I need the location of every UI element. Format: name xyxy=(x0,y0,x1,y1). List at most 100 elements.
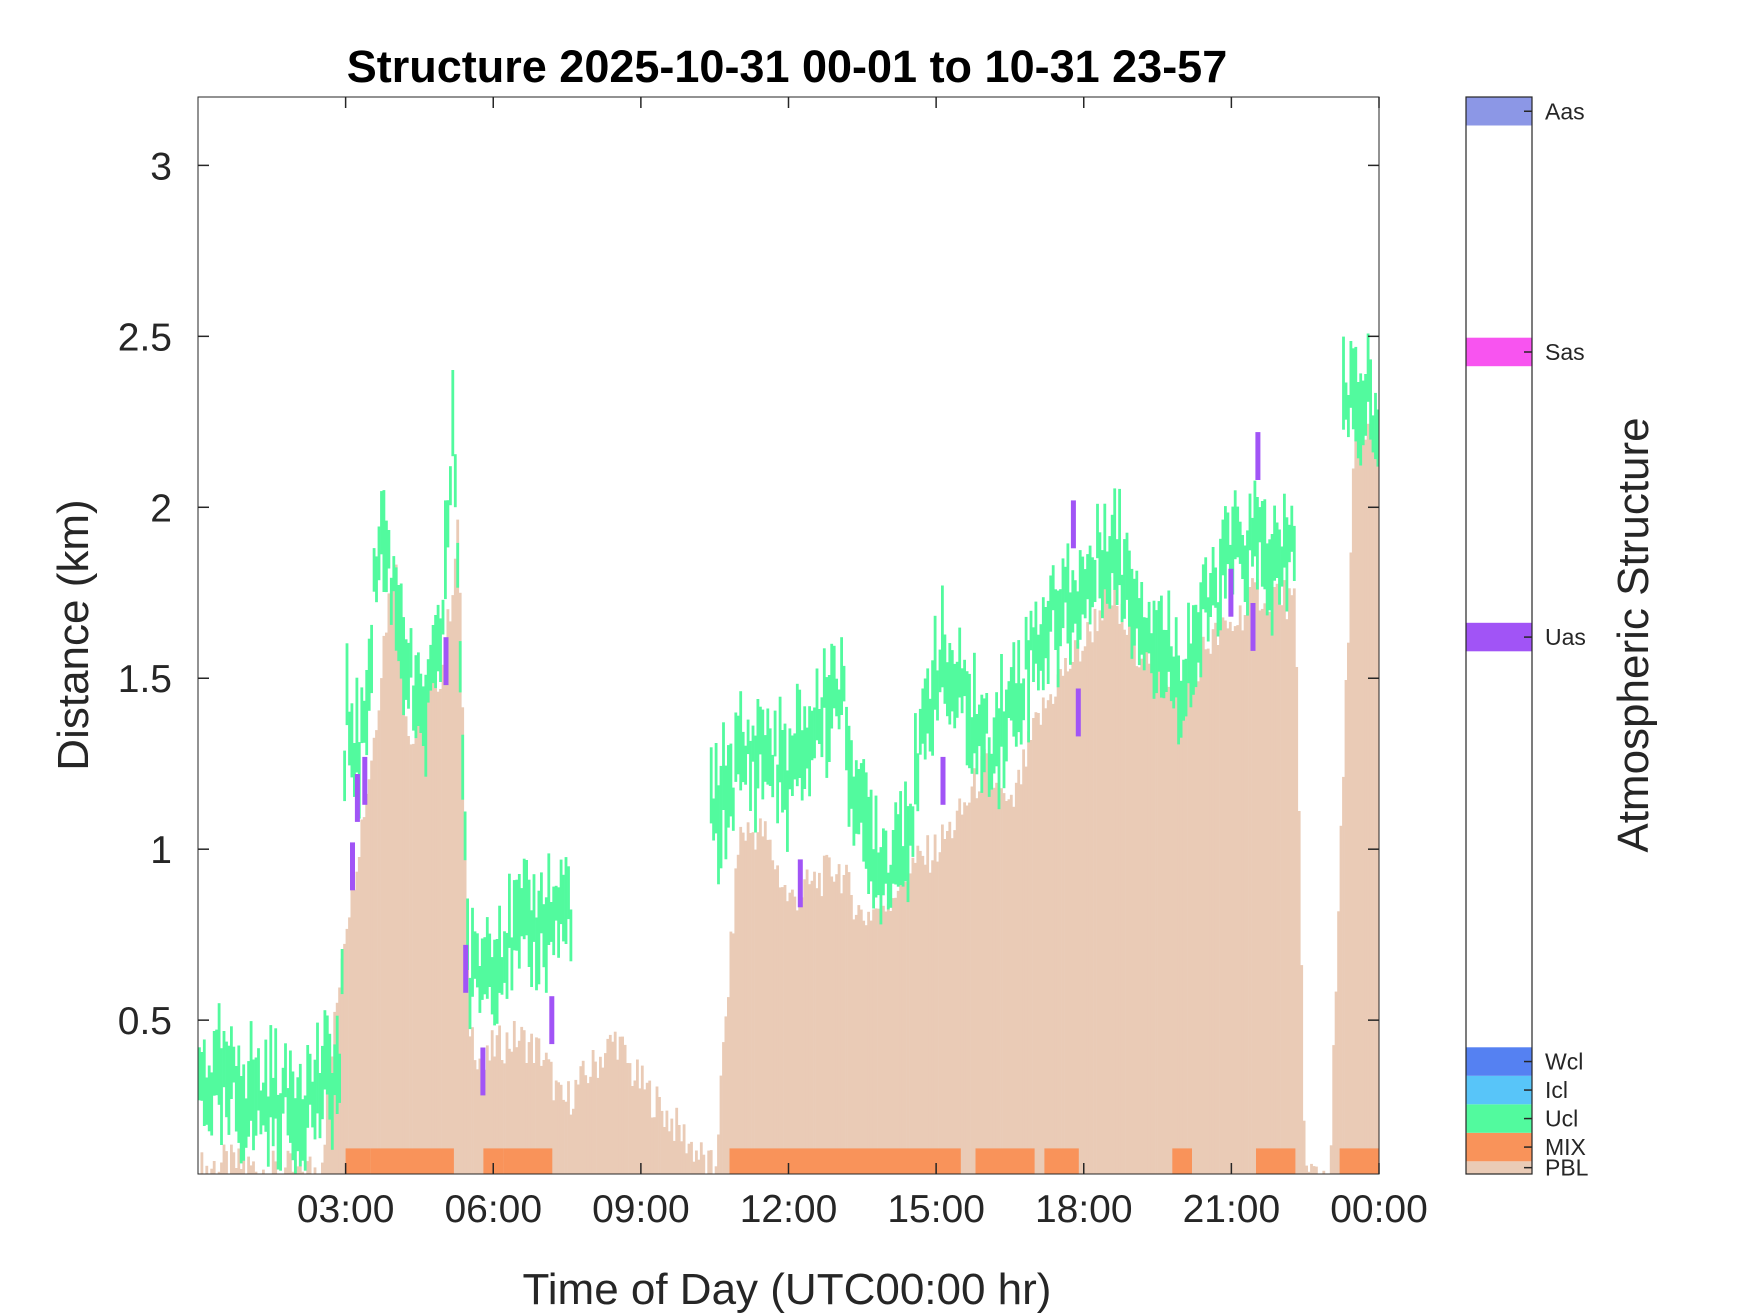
pbl-bar xyxy=(980,756,984,1174)
pbl-bar xyxy=(727,997,730,1174)
pbl-bar xyxy=(702,1154,706,1174)
pbl-bar xyxy=(894,897,898,1174)
pbl-bar xyxy=(650,1117,654,1174)
ucl-segment xyxy=(722,722,725,810)
ucl-segment xyxy=(242,1064,246,1161)
ucl-segment xyxy=(296,1077,300,1152)
ucl-segment xyxy=(234,1066,238,1132)
ucl-segment xyxy=(286,1088,290,1136)
pbl-bar xyxy=(370,760,373,1174)
pbl-bar xyxy=(1002,793,1006,1174)
pbl-bar xyxy=(899,866,902,1174)
ucl-segment xyxy=(340,949,344,995)
colorbar-tick-label: Icl xyxy=(1545,1077,1568,1103)
ucl-segment xyxy=(350,703,354,778)
pbl-bar xyxy=(291,1171,295,1174)
pbl-bar xyxy=(1194,663,1198,1174)
ucl-segment xyxy=(761,709,765,800)
x-axis: 03:00 06:00 09:00 12:00 15:00 18:00 21:00 00:00 xyxy=(297,97,1428,1231)
pbl-bar xyxy=(429,684,433,1174)
pbl-bar xyxy=(353,889,356,1174)
colorbar-frame xyxy=(1465,96,1533,1175)
pbl-bar xyxy=(985,753,989,1174)
pbl-bar xyxy=(1349,552,1353,1174)
ucl-segment xyxy=(867,796,870,894)
pbl-bar xyxy=(1187,679,1190,1174)
pbl-bar xyxy=(1342,776,1345,1174)
pbl-bar xyxy=(918,850,922,1174)
pbl-bar xyxy=(1248,587,1252,1174)
pbl-bar xyxy=(301,1171,305,1174)
ucl-segment xyxy=(385,520,388,593)
pbl-bar xyxy=(1145,640,1149,1174)
pbl-bar xyxy=(426,693,430,1174)
ucl-segment xyxy=(879,847,883,925)
ucl-segment xyxy=(763,735,767,782)
pbl-bar xyxy=(889,911,893,1174)
pbl-bar xyxy=(692,1161,696,1174)
ucl-segment xyxy=(461,734,465,800)
ucl-segment xyxy=(1241,535,1244,579)
pbl-bar xyxy=(572,1108,575,1174)
colorbar-tick-label: Wcl xyxy=(1545,1049,1583,1075)
pbl-bar xyxy=(439,689,442,1174)
pbl-bar xyxy=(1337,911,1340,1174)
ucl-segment xyxy=(987,737,991,797)
pbl-bar xyxy=(729,931,733,1174)
pbl-bar xyxy=(456,519,460,1174)
pbl-bar xyxy=(510,1051,514,1174)
ucl-segment xyxy=(377,526,381,581)
pbl-bar xyxy=(953,830,957,1174)
pbl-bar xyxy=(1128,620,1131,1174)
ucl-segment xyxy=(1133,578,1136,646)
ucl-segment xyxy=(997,708,1001,810)
ucl-segment xyxy=(436,604,440,672)
ucl-segment xyxy=(1049,575,1053,632)
ucl-segment xyxy=(449,466,452,506)
pbl-bar xyxy=(813,871,816,1174)
ucl-segment xyxy=(343,750,346,802)
pbl-bar xyxy=(367,779,371,1174)
ucl-segment xyxy=(746,719,750,755)
ucl-segment xyxy=(549,902,553,942)
ucl-segment xyxy=(1251,517,1254,567)
ucl-segment xyxy=(512,880,516,951)
pbl-bar xyxy=(271,1150,275,1174)
pbl-bar xyxy=(1204,649,1208,1174)
pbl-bar xyxy=(677,1125,681,1174)
ucl-segment xyxy=(259,1090,263,1135)
ucl-segment xyxy=(788,728,792,790)
pbl-bar xyxy=(749,833,752,1174)
ucl-segment xyxy=(1206,597,1210,642)
ucl-segment xyxy=(739,691,743,791)
pbl-bar xyxy=(1049,694,1053,1174)
pbl-bar xyxy=(1017,769,1021,1174)
pbl-bar xyxy=(1290,595,1294,1174)
uas-segment xyxy=(1228,568,1234,617)
ucl-segment xyxy=(562,874,565,942)
ucl-segment xyxy=(1012,642,1016,737)
pbl-bar xyxy=(495,1035,499,1174)
pbl-bar xyxy=(478,1058,482,1174)
pbl-bar xyxy=(419,708,423,1174)
pbl-bar xyxy=(992,787,996,1174)
pbl-bar xyxy=(667,1131,671,1174)
pbl-bar xyxy=(1101,620,1104,1174)
ucl-segment xyxy=(727,745,730,828)
pbl-bar xyxy=(554,1080,558,1174)
ucl-segment xyxy=(1017,640,1021,733)
ucl-segment xyxy=(776,764,779,824)
ucl-segment xyxy=(567,866,570,920)
ucl-segment xyxy=(1356,382,1360,459)
ucl-segment xyxy=(222,1031,226,1088)
pbl-bar xyxy=(512,1021,516,1174)
pbl-bar xyxy=(1297,811,1301,1174)
pbl-bar xyxy=(911,857,915,1174)
pbl-bar xyxy=(1113,589,1117,1174)
mix-segment xyxy=(370,1148,454,1174)
pbl-bar xyxy=(254,1171,258,1174)
ucl-segment xyxy=(380,491,383,555)
ucl-segment xyxy=(1086,554,1089,600)
ucl-segment xyxy=(729,743,733,817)
